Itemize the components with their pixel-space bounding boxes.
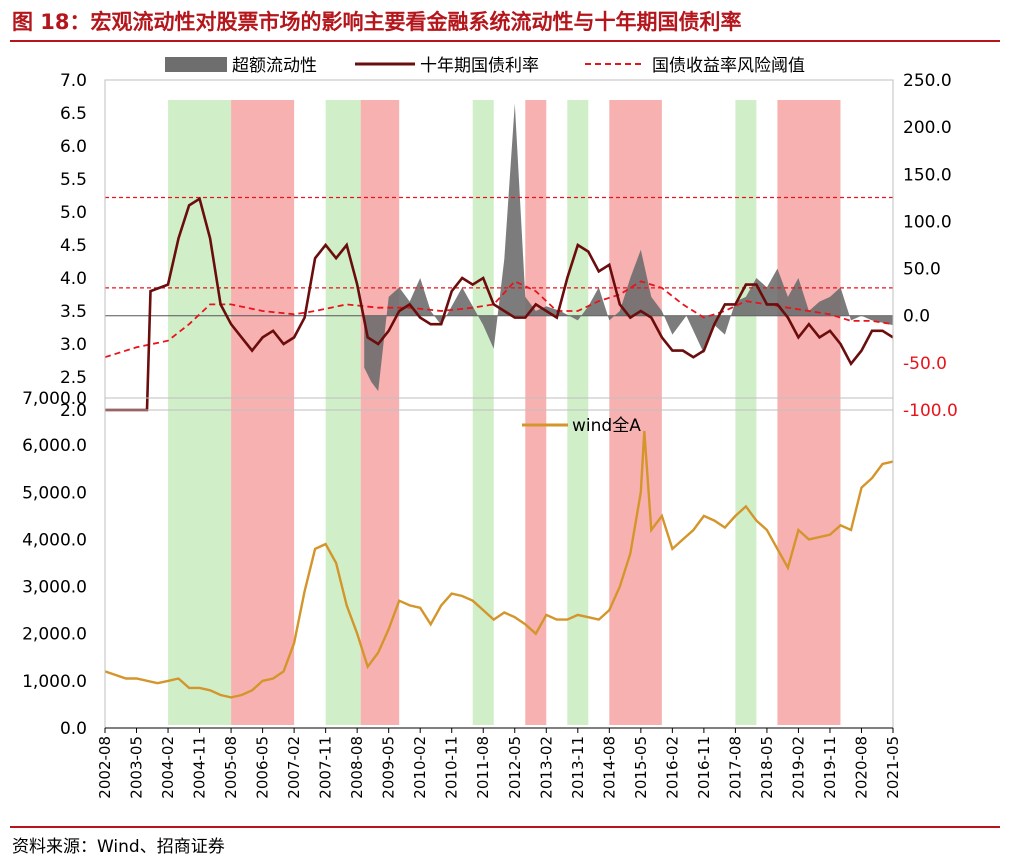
top-left-tick-label: 4.0	[60, 269, 87, 289]
top-left-tick-label: 2.0	[60, 401, 87, 421]
band-green-4	[472, 100, 494, 725]
page-title: 图 18：宏观流动性对股票市场的影响主要看金融系统流动性与十年期国债利率	[12, 10, 742, 34]
legend: 超额流动性 十年期国债利率 国债收益率风险阈值 wind全A	[165, 56, 805, 436]
top-left-tick-label: 3.5	[60, 302, 87, 322]
band-green-2	[325, 100, 361, 725]
top-left-tick-label: 3.0	[60, 335, 87, 355]
x-tick-label: 2007-11	[317, 736, 335, 799]
bottom-left-tick-label: 4,000.0	[22, 530, 87, 550]
right-tick-label: 100.0	[903, 212, 952, 232]
band-red-7	[609, 100, 662, 725]
x-tick-label: 2002-08	[96, 736, 114, 799]
legend-label-excess-liquidity: 超额流动性	[232, 56, 317, 76]
top-left-tick-label: 7.0	[60, 71, 87, 91]
top-panel	[104, 103, 894, 412]
x-tick-label: 2011-08	[474, 736, 492, 799]
series-bond-yield-line	[105, 196, 894, 412]
axes: 7.0 6.5 6.0 5.5 5.0 4.5 4.0 3.5 3.0 2.5 2.0 250.0 20…	[22, 71, 958, 799]
x-tick-label: 2019-02	[789, 736, 807, 799]
footer-divider	[10, 826, 1000, 828]
x-tick-label: 2005-08	[222, 736, 240, 799]
bottom-left-tick-label: 2,000.0	[22, 625, 87, 645]
band-red-3	[360, 100, 400, 725]
right-tick-label: 250.0	[903, 71, 952, 91]
x-tick-label: 2017-08	[726, 736, 744, 799]
x-tick-label: 2008-08	[348, 736, 366, 799]
right-tick-label: 200.0	[903, 118, 952, 138]
source-note: 资料来源：Wind、招商证券	[12, 837, 225, 857]
band-red-1	[231, 100, 295, 725]
x-tick-label: 2014-08	[600, 736, 618, 799]
x-tick-label: 2009-05	[380, 736, 398, 799]
x-tick-label: 2013-02	[537, 736, 555, 799]
bottom-left-tick-label: 3,000.0	[22, 578, 87, 598]
x-tick-label: 2010-11	[443, 736, 461, 799]
right-tick-label: 0.0	[903, 307, 930, 327]
legend-label-bond-yield: 十年期国债利率	[420, 56, 539, 76]
series-wind-a-line	[104, 430, 894, 699]
x-tick-label: 2016-02	[663, 736, 681, 799]
x-tick-label: 2015-05	[632, 736, 650, 799]
title-divider	[10, 40, 1000, 42]
legend-label-wind-a: wind全A	[572, 416, 641, 436]
x-tick-label: 2006-05	[254, 736, 272, 799]
band-green-0	[168, 100, 232, 725]
top-left-tick-label: 6.5	[60, 104, 87, 124]
x-tick-label: 2019-11	[821, 736, 839, 799]
right-tick-label: 50.0	[903, 260, 941, 280]
x-tick-label: 2010-02	[411, 736, 429, 799]
shaded-bands	[168, 100, 841, 725]
band-red-9	[777, 100, 841, 725]
x-tick-label: 2007-02	[285, 736, 303, 799]
bottom-left-tick-label: 7,000.0	[22, 389, 87, 409]
band-green-8	[735, 100, 757, 725]
bottom-left-tick-label: 5,000.0	[22, 483, 87, 503]
legend-swatch-excess-liquidity	[165, 57, 227, 72]
x-tick-label: 2003-05	[128, 736, 146, 799]
right-tick-label: 150.0	[903, 165, 952, 185]
x-tick-label: 2004-11	[191, 736, 209, 799]
bottom-left-tick-label: 0.0	[60, 719, 87, 739]
x-tick-label: 2012-05	[506, 736, 524, 799]
x-tick-label: 2013-11	[569, 736, 587, 799]
bottom-left-tick-label: 1,000.0	[22, 672, 87, 692]
chart-canvas: 7.0 6.5 6.0 5.5 5.0 4.5 4.0 3.5 3.0 2.5 2.0 250.0 20…	[22, 56, 958, 799]
x-tick-label: 2021-05	[884, 736, 902, 799]
x-tick-label: 2004-02	[159, 736, 177, 799]
top-left-tick-label: 6.0	[60, 137, 87, 157]
x-tick-label: 2020-08	[852, 736, 870, 799]
top-left-tick-label: 5.5	[60, 170, 87, 190]
x-tick-label: 2016-11	[695, 736, 713, 799]
top-plot-frame	[104, 79, 894, 411]
x-tick-label: 2018-05	[758, 736, 776, 799]
right-tick-label: -100.0	[903, 401, 958, 421]
bottom-left-tick-label: 6,000.0	[22, 436, 87, 456]
band-red-5	[525, 100, 547, 725]
top-left-tick-label: 2.5	[60, 368, 87, 388]
bottom-panel	[104, 430, 894, 699]
legend-label-threshold: 国债收益率风险阈值	[652, 56, 805, 76]
band-green-6	[567, 100, 589, 725]
series-excess-liquidity-area	[364, 103, 894, 392]
top-left-tick-label: 4.5	[60, 236, 87, 256]
top-left-tick-label: 5.0	[60, 203, 87, 223]
right-tick-label: -50.0	[903, 354, 947, 374]
